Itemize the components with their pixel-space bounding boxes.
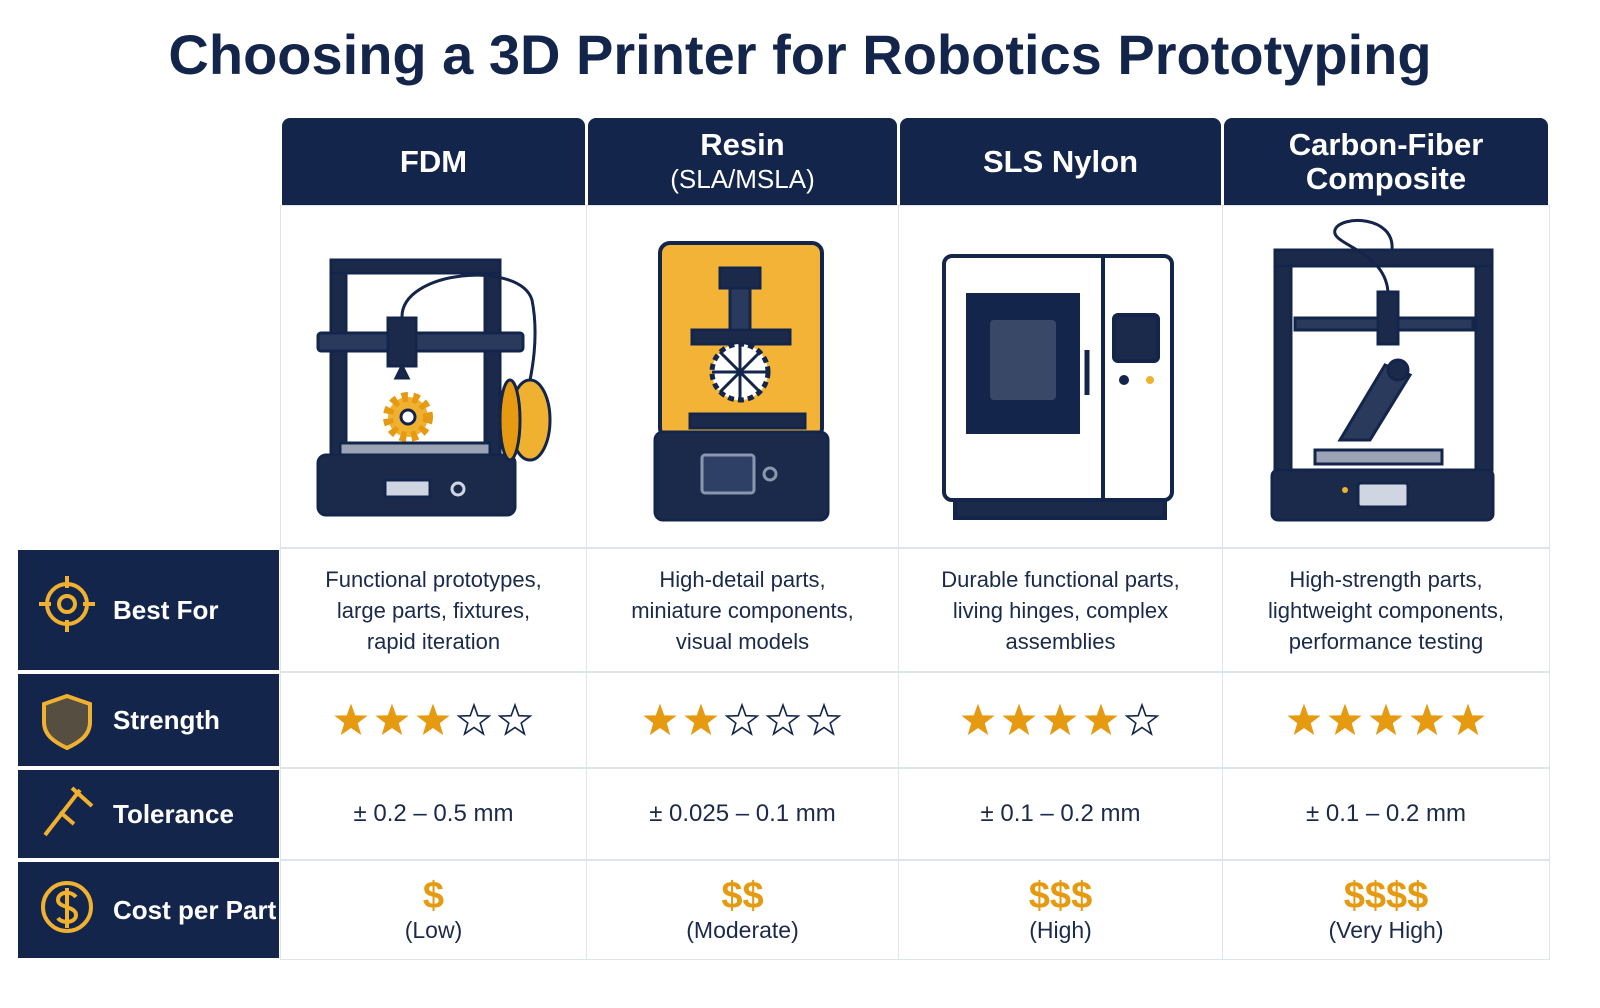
table-cell [1222, 672, 1550, 768]
cell-text: High-strength parts, [1289, 566, 1483, 592]
cell-text: assemblies [1005, 628, 1116, 654]
cost-symbol: $$$$ [1343, 875, 1429, 917]
table-cell: High-detail parts, miniature components, v… [586, 548, 899, 672]
cost-level: (Moderate) [686, 917, 799, 943]
cell-text: lightweight components, [1267, 597, 1505, 623]
star-filled [1286, 703, 1321, 736]
star-filled [1368, 703, 1403, 736]
star-filled [961, 703, 995, 736]
tolerance-value: ± 0.1 – 0.2 mm [980, 800, 1141, 827]
cell-text: living hinges, complex [952, 597, 1169, 623]
cell-text: High-detail parts, [659, 566, 826, 592]
star-filled [375, 703, 409, 736]
star-empty [456, 702, 492, 736]
star-rating [961, 702, 1160, 736]
image-cell [1222, 205, 1550, 548]
table-cell [586, 672, 899, 768]
header-line: Carbon-Fiber [1288, 126, 1484, 162]
star-filled [1450, 703, 1485, 736]
cost-symbol: $ [422, 875, 445, 917]
row-label: Best For [18, 550, 279, 670]
row-label: Tolerance [18, 770, 279, 858]
row-label: Cost per Part [18, 862, 279, 958]
column-header: Resin (SLA/MSLA) [588, 118, 897, 205]
table-cell: $$$ (High) [898, 860, 1223, 960]
column-header: SLS Nylon [900, 118, 1221, 205]
image-cell [280, 205, 587, 548]
table-cell: ± 0.1 – 0.2 mm [898, 768, 1223, 860]
star-filled [416, 703, 450, 736]
table-cell: Durable functional parts, living hinges, … [898, 548, 1223, 672]
cell-text: Functional prototypes, [325, 566, 542, 592]
image-cell [586, 205, 899, 548]
column-header: FDM [282, 118, 585, 205]
table-cell: ± 0.2 – 0.5 mm [280, 768, 587, 860]
cost-level: (High) [1029, 917, 1092, 943]
cost-symbol: $$ [721, 875, 764, 917]
header-line: FDM [399, 143, 468, 179]
table-cell: ± 0.1 – 0.2 mm [1222, 768, 1550, 860]
column-header: Carbon-Fiber Composite [1224, 118, 1548, 205]
table-cell: ± 0.025 – 0.1 mm [586, 768, 899, 860]
tolerance-value: ± 0.1 – 0.2 mm [1306, 800, 1466, 827]
star-empty [497, 702, 533, 736]
star-filled [1327, 703, 1362, 736]
cell-text: performance testing [1288, 628, 1484, 654]
star-empty [806, 702, 842, 736]
cell-text: visual models [675, 628, 810, 654]
table-cell [280, 672, 587, 768]
tolerance-value: ± 0.2 – 0.5 mm [353, 800, 514, 827]
header-line: SLS Nylon [982, 143, 1138, 179]
star-filled [1409, 703, 1444, 736]
table-cell: $ (Low) [280, 860, 587, 960]
star-rating [643, 702, 842, 736]
header-line: Composite [1305, 160, 1467, 196]
table-cell [898, 672, 1223, 768]
header-line: (SLA/MSLA) [670, 163, 815, 194]
header-line: Resin [700, 126, 785, 162]
cost-level: (Low) [404, 917, 463, 943]
star-filled [334, 703, 368, 736]
cell-text: Durable functional parts, [941, 566, 1180, 592]
table-cell: $$$$ (Very High) [1222, 860, 1550, 960]
star-rating [334, 702, 533, 736]
cell-text: miniature components, [631, 597, 854, 623]
title: Choosing a 3D Printer for Robotics Proto… [168, 23, 1432, 86]
image-cell [898, 205, 1223, 548]
star-filled [1084, 703, 1118, 736]
table-cell: High-strength parts, lightweight componen… [1222, 548, 1550, 672]
table-cell: $$ (Moderate) [586, 860, 899, 960]
cost-level: (Very High) [1328, 917, 1444, 943]
star-filled [643, 703, 677, 736]
star-filled [1002, 703, 1036, 736]
cell-text: rapid iteration [366, 628, 501, 654]
star-rating [1286, 703, 1485, 736]
table-cell: Functional prototypes, large parts, fixtu… [280, 548, 587, 672]
cost-symbol: $$$ [1028, 875, 1093, 917]
star-empty [1124, 702, 1160, 736]
star-empty [765, 702, 801, 736]
star-filled [1043, 703, 1077, 736]
tolerance-value: ± 0.025 – 0.1 mm [649, 800, 836, 827]
row-label: Strength [18, 674, 279, 766]
cell-text: large parts, fixtures, [336, 597, 531, 623]
star-empty [724, 702, 760, 736]
star-filled [684, 703, 718, 736]
